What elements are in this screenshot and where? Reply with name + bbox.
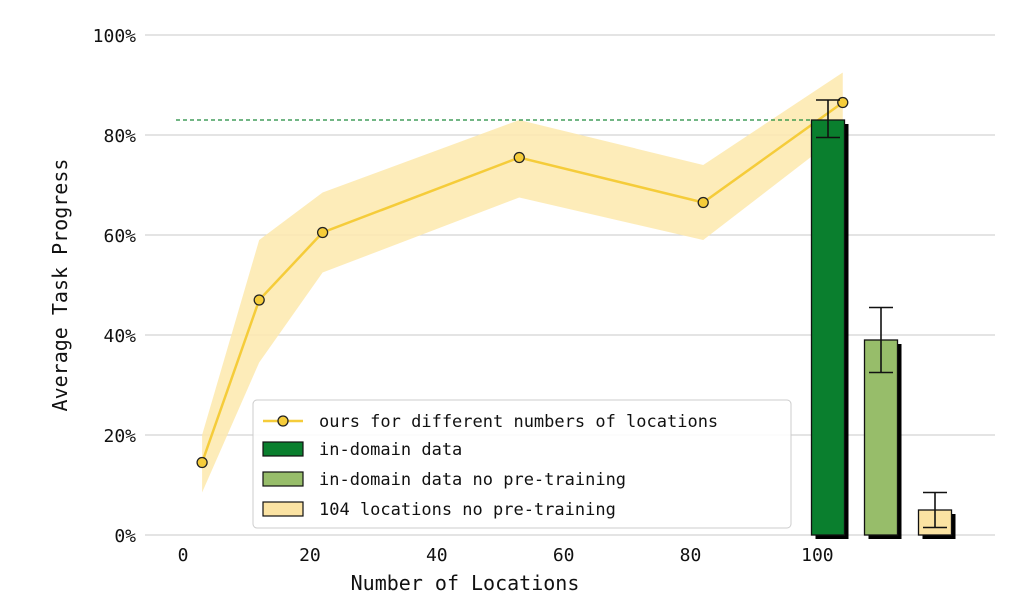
- y-tick-label: 20%: [103, 426, 136, 447]
- data-point: [837, 96, 849, 109]
- y-tick-label: 0%: [114, 526, 136, 547]
- legend-swatch-104-locations: [262, 501, 304, 517]
- data-point: [196, 456, 208, 469]
- y-tick-label: 60%: [103, 226, 136, 247]
- x-tick-labels: 0 20 40 60 80 100: [178, 545, 834, 566]
- y-tick-label: 40%: [103, 326, 136, 347]
- x-tick-label: 60: [553, 545, 575, 566]
- data-point: [316, 226, 329, 239]
- legend-swatch-in-domain: [262, 441, 304, 457]
- bar: [810, 119, 846, 536]
- series-line-layer: [196, 96, 849, 469]
- bar-layer: [810, 99, 956, 539]
- x-tick-label: 20: [299, 545, 321, 566]
- data-point: [697, 196, 709, 209]
- confidence-band: [202, 72, 843, 493]
- legend-box: [252, 399, 792, 529]
- data-point: [253, 294, 265, 306]
- legend-label-in-domain: in-domain data: [319, 440, 462, 460]
- series-line: [200, 101, 844, 463]
- confidence-band-layer: [202, 72, 843, 493]
- y-axis-label: Average Task Progress: [48, 159, 72, 412]
- y-tick-label: 80%: [103, 126, 136, 147]
- x-axis-label: Number of Locations: [351, 571, 580, 595]
- legend-label-104-locations: 104 locations no pre-training: [319, 500, 616, 520]
- y-tick-label: 100%: [93, 26, 137, 47]
- legend-label-in-domain-no-pretraining: in-domain data no pre-training: [319, 470, 626, 490]
- x-tick-label: 0: [178, 545, 189, 566]
- legend-marker-swatch: [277, 415, 289, 427]
- legend-swatch-in-domain-no-pretraining: [262, 471, 304, 487]
- x-tick-label: 80: [680, 545, 702, 566]
- x-tick-label: 40: [426, 545, 448, 566]
- x-tick-label: 100: [801, 545, 834, 566]
- legend: ours for different numbers of locations …: [252, 399, 792, 529]
- data-point: [513, 151, 525, 164]
- legend-label-ours: ours for different numbers of locations: [319, 412, 718, 432]
- y-tick-labels: 0% 20% 40% 60% 80% 100%: [93, 26, 137, 547]
